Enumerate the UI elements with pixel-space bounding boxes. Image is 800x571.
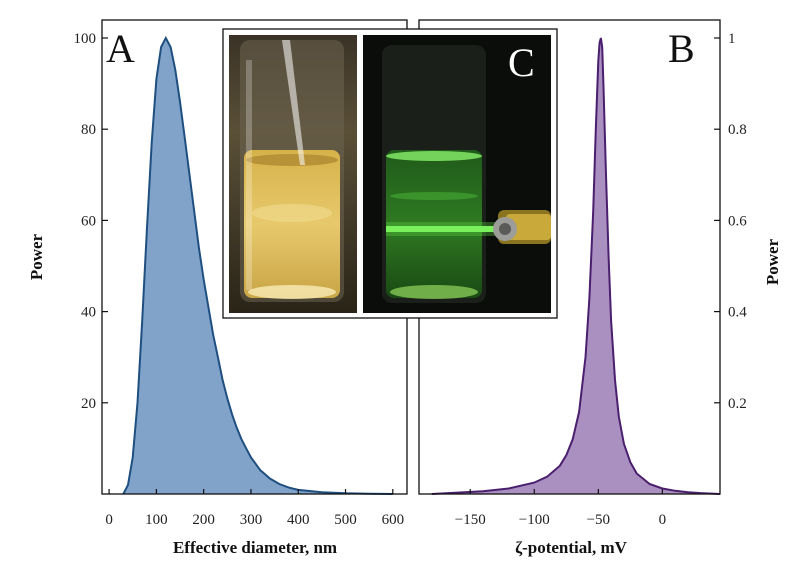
panel-b-x-axis-title: ζ-potential, mV xyxy=(515,538,628,557)
panel-b-curve-line xyxy=(431,37,721,495)
panel-a-x-tick-label: 500 xyxy=(334,512,357,528)
panel-a-x-tick-label: 100 xyxy=(145,512,168,528)
panel-a-chart: 0 100 200 300 400 500 600 20 40 60 80 100 A Effect… xyxy=(27,19,408,557)
panel-a-x-axis: 0 100 200 300 400 500 600 xyxy=(105,489,404,528)
panel-a-y-tick-label: 80 xyxy=(81,122,96,138)
panel-c-letter: C xyxy=(508,40,535,85)
panel-a-x-tick-label: 200 xyxy=(192,512,215,528)
panel-b-y-axis-title: Power xyxy=(763,238,782,285)
panel-a-y-tick-label: 40 xyxy=(81,305,96,321)
panel-a-y-tick-label: 100 xyxy=(74,31,97,47)
panel-a-distribution xyxy=(122,35,393,495)
panel-a-x-tick-label: 0 xyxy=(105,512,113,528)
vial-photo-laser xyxy=(363,35,551,313)
panel-a-x-tick-label: 400 xyxy=(287,512,310,528)
panel-b-x-tick-label: −100 xyxy=(519,512,550,528)
panel-b-y-axis: 0.2 0.4 0.6 0.8 1 xyxy=(714,31,747,412)
panel-b-x-tick-label: −150 xyxy=(455,512,486,528)
panel-a-x-axis-title: Effective diameter, nm xyxy=(173,538,337,557)
panel-c-photo-inset: C xyxy=(222,28,558,319)
panel-b-distribution xyxy=(431,37,721,495)
vial-photo-daylight xyxy=(229,35,357,313)
panel-b-x-tick-label: 0 xyxy=(659,512,667,528)
panel-a-letter: A xyxy=(106,26,135,71)
panel-b-y-tick-label: 1 xyxy=(728,31,736,47)
panel-a-x-tick-label: 600 xyxy=(382,512,405,528)
panel-b-y-tick-label: 0.6 xyxy=(728,213,747,229)
laser-pointer xyxy=(493,210,551,244)
panel-a-y-axis-title: Power xyxy=(27,233,46,280)
panel-a-curve-line xyxy=(122,35,393,495)
panel-b-y-tick-label: 0.2 xyxy=(728,396,747,412)
panel-b-y-tick-label: 0.4 xyxy=(728,305,747,321)
panel-b-letter: B xyxy=(668,26,695,71)
panel-b-y-tick-label: 0.8 xyxy=(728,122,747,138)
panel-a-y-axis: 20 40 60 80 100 xyxy=(74,31,108,412)
panel-b-chart: −150 −100 −50 0 0.2 0.4 0.6 0.8 1 B ζ-potential… xyxy=(418,19,782,557)
panel-a-area-fill xyxy=(123,38,393,494)
panel-a-y-tick-label: 60 xyxy=(81,213,96,229)
panel-a-x-tick-label: 300 xyxy=(240,512,263,528)
panel-b-x-axis: −150 −100 −50 0 xyxy=(455,489,666,528)
panel-b-x-tick-label: −50 xyxy=(587,512,610,528)
panel-a-y-tick-label: 20 xyxy=(81,396,96,412)
